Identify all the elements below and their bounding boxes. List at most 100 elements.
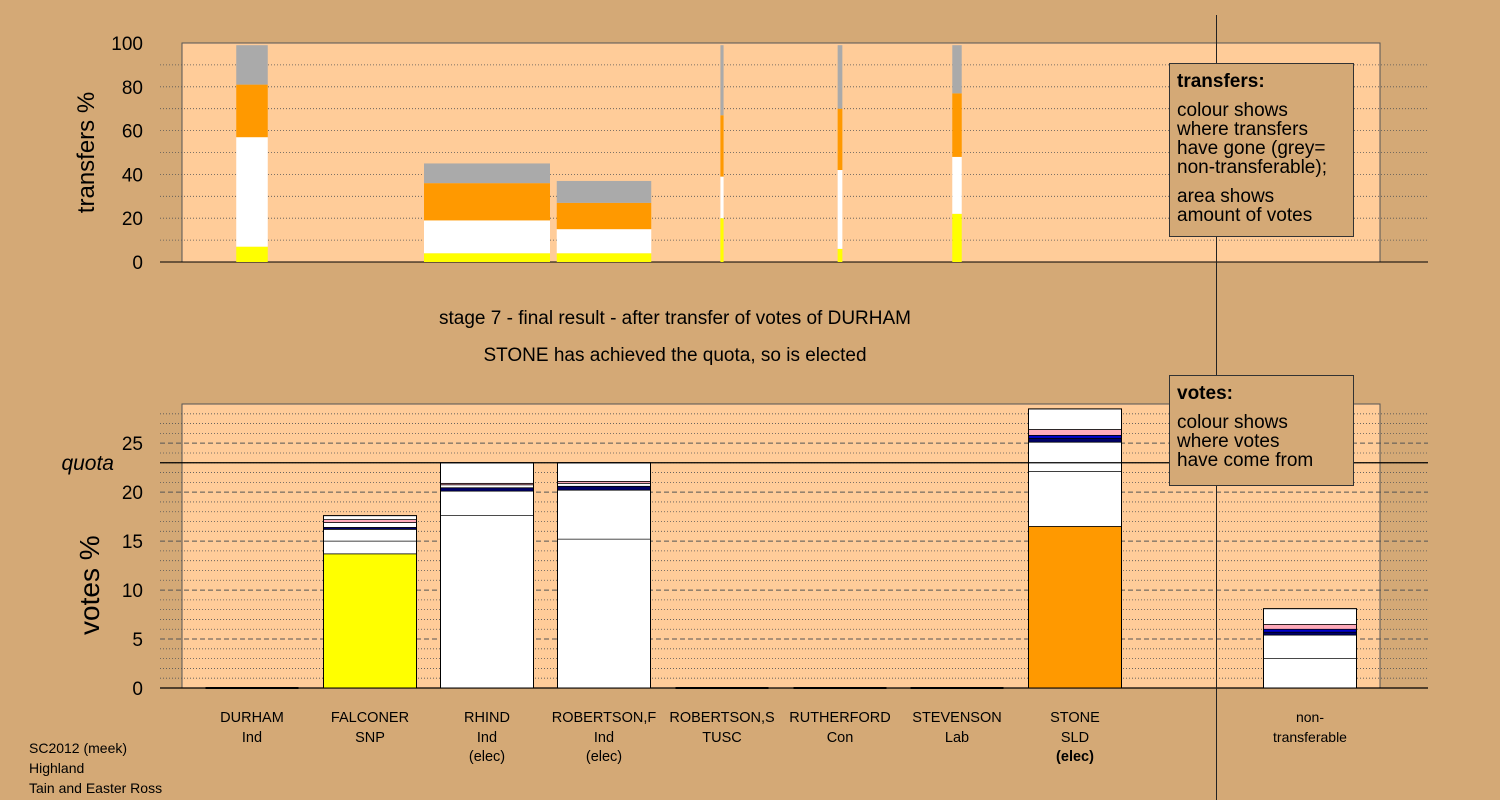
transfers-y-tick-label: 0 bbox=[132, 253, 143, 274]
candidate-party-label: Con bbox=[827, 730, 854, 746]
transfer-segment-grey bbox=[837, 45, 843, 109]
candidate-status-label: (elec) bbox=[586, 749, 622, 765]
votes-chart: 0 5 10 15 20 25 votes % DURHAM Ind FALCONER SNP RHI… bbox=[61, 403, 1428, 765]
transfer-segment-grey bbox=[720, 45, 724, 116]
votes-legend: votes: colour shows where votes have com… bbox=[1169, 375, 1354, 486]
heading-line1: stage 7 - final result - after transfer … bbox=[439, 308, 911, 329]
votes-y-tick-label: 25 bbox=[122, 434, 143, 455]
candidate-party-label: Lab bbox=[945, 730, 969, 746]
transfer-segment-white bbox=[236, 137, 268, 247]
vote-segment-navy bbox=[557, 485, 651, 491]
vote-segment-white bbox=[440, 490, 534, 516]
transfers-legend-line: have gone (grey= bbox=[1177, 138, 1326, 159]
transfer-segment-white bbox=[556, 229, 652, 254]
candidate-party-label: Ind bbox=[477, 730, 497, 746]
vote-segment-blue bbox=[1028, 434, 1122, 439]
votes-legend-title: votes: bbox=[1177, 383, 1233, 404]
votes-y-tick-label: 5 bbox=[132, 630, 143, 651]
vote-segment-pink bbox=[1028, 429, 1122, 436]
candidate-party-label: transferable bbox=[1273, 729, 1347, 745]
transfers-y-tick-label: 20 bbox=[122, 209, 143, 230]
quota-label: quota bbox=[61, 452, 114, 475]
vote-segment-white bbox=[557, 489, 651, 540]
transfers-legend-line: non-transferable); bbox=[1177, 157, 1327, 178]
candidate-name-label: DURHAM bbox=[220, 710, 284, 726]
vote-segment-white bbox=[1263, 608, 1357, 625]
transfers-y-tick-label: 80 bbox=[122, 78, 143, 99]
vote-bar-outline bbox=[1263, 608, 1357, 689]
transfers-legend: transfers: colour shows where transfers … bbox=[1169, 63, 1354, 237]
transfer-segment-yellow bbox=[837, 248, 843, 262]
transfer-segment-orange bbox=[236, 84, 268, 138]
vote-segment-pink bbox=[1263, 623, 1357, 630]
vote-segment-white bbox=[557, 482, 651, 487]
transfer-segment-white bbox=[837, 170, 843, 249]
candidate-name-label: STEVENSON bbox=[912, 710, 1001, 726]
candidate-party-label: Ind bbox=[242, 730, 262, 746]
votes-legend-line: where votes bbox=[1177, 431, 1280, 452]
transfer-segment-orange bbox=[424, 183, 550, 221]
vote-segment-navy bbox=[1028, 437, 1122, 443]
votes-y-tick-label: 0 bbox=[132, 679, 143, 700]
vote-segment-white bbox=[1028, 471, 1122, 527]
vote-segment-white bbox=[440, 484, 534, 489]
vote-segment-white bbox=[440, 462, 534, 484]
vote-segment-white bbox=[557, 538, 651, 689]
transfer-segment-orange bbox=[720, 115, 724, 177]
vote-segment-white bbox=[323, 515, 417, 520]
footer-ward: Tain and Easter Ross bbox=[29, 780, 163, 796]
candidate-name-label: RHIND bbox=[464, 710, 510, 726]
vote-segment-navy bbox=[1263, 631, 1357, 636]
vote-segment-white bbox=[1263, 634, 1357, 659]
candidate-party-label: TUSC bbox=[702, 730, 741, 746]
transfer-segment-grey bbox=[556, 180, 652, 203]
transfers-legend-title: transfers: bbox=[1177, 71, 1265, 92]
candidate-party-label: Ind bbox=[594, 730, 614, 746]
vote-segment-white bbox=[557, 462, 651, 482]
vote-segment-white bbox=[323, 529, 417, 542]
transfer-segment-orange bbox=[837, 108, 843, 171]
transfer-segment-orange bbox=[556, 202, 652, 230]
candidate-status-label: (elec) bbox=[1056, 749, 1094, 765]
vote-bar-outline bbox=[323, 515, 417, 689]
transfer-segment-yellow bbox=[424, 253, 550, 262]
vote-segment-pink bbox=[323, 519, 417, 523]
votes-y-tick-label: 15 bbox=[122, 532, 143, 553]
transfers-legend-line: area shows bbox=[1177, 186, 1275, 207]
footer-election: SC2012 (meek) bbox=[29, 740, 128, 756]
vote-bar-outline bbox=[1028, 408, 1122, 689]
transfers-legend-line: where transfers bbox=[1177, 119, 1308, 140]
transfer-segment-white bbox=[424, 220, 550, 254]
candidate-party-label: SNP bbox=[355, 730, 385, 746]
heading-line2: STONE has achieved the quota, so is elec… bbox=[483, 345, 866, 366]
transfers-y-tick-label: 40 bbox=[122, 165, 143, 186]
transfer-segment-yellow bbox=[556, 253, 652, 262]
votes-y-axis-label: votes % bbox=[74, 535, 105, 635]
votes-legend-line: colour shows bbox=[1177, 412, 1288, 433]
transfer-segment-orange bbox=[952, 93, 962, 157]
candidate-name-label: ROBERTSON,F bbox=[552, 710, 657, 726]
vote-segment-white bbox=[1028, 441, 1122, 472]
transfers-legend-line: amount of votes bbox=[1177, 205, 1313, 226]
footer: SC2012 (meek) Highland Tain and Easter R… bbox=[29, 738, 162, 798]
vote-segment-navy bbox=[440, 487, 534, 492]
votes-y-tick-label: 10 bbox=[122, 581, 143, 602]
vote-segment-white bbox=[1028, 408, 1122, 430]
footer-council: Highland bbox=[29, 760, 85, 776]
candidate-name-label: non- bbox=[1296, 709, 1324, 725]
vote-segment-white bbox=[440, 515, 534, 689]
votes-legend-line: have come from bbox=[1177, 450, 1314, 471]
candidate-party-label: SLD bbox=[1061, 730, 1089, 746]
vote-segment-white bbox=[323, 522, 417, 528]
candidate-name-label: ROBERTSON,S bbox=[669, 710, 774, 726]
candidate-name-label: FALCONER bbox=[331, 710, 409, 726]
transfer-segment-yellow bbox=[236, 246, 268, 262]
candidate-name-label: RUTHERFORD bbox=[789, 710, 891, 726]
transfer-segment-grey bbox=[952, 45, 962, 94]
transfer-segment-grey bbox=[424, 163, 550, 184]
vote-segment-yellow bbox=[323, 553, 417, 689]
vote-segment-white bbox=[323, 540, 417, 555]
candidate-status-label: (elec) bbox=[469, 749, 505, 765]
transfers-y-tick-label: 100 bbox=[111, 34, 143, 55]
vote-segment-white bbox=[1263, 658, 1357, 689]
